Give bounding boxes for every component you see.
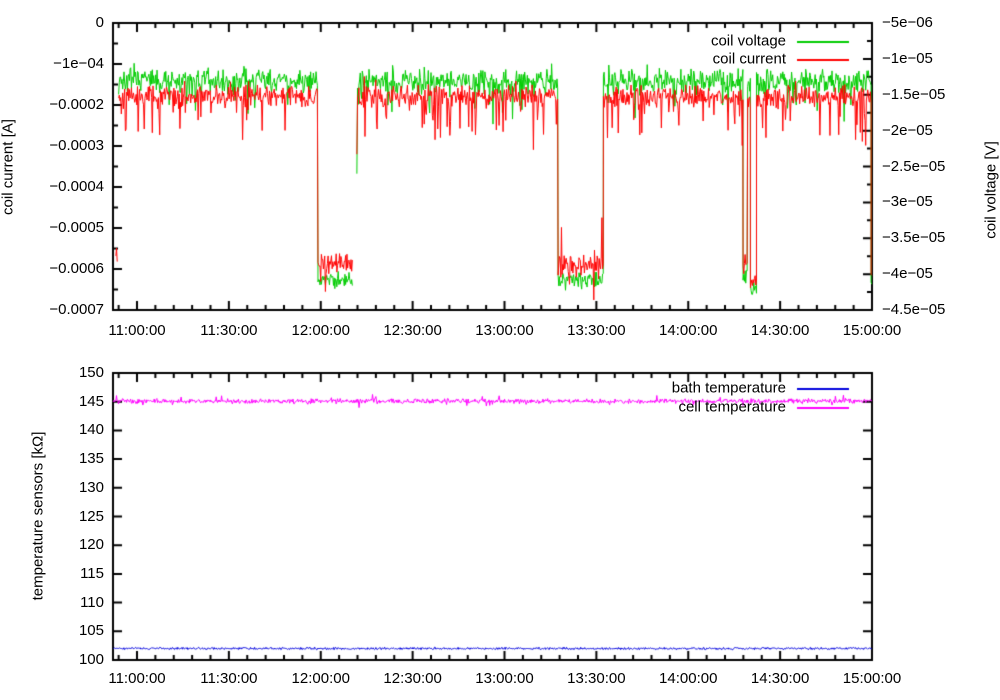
legend-label: coil voltage [710, 32, 786, 50]
y-left-tick-label: 0 [95, 14, 104, 31]
x-tick-label: 12:00:00 [291, 670, 350, 687]
x-tick-label: 13:00:00 [475, 670, 534, 687]
y-right-tick-label: −2e−05 [882, 121, 933, 139]
legend-label: cell temperature [678, 398, 786, 416]
y-left-tick-label: −1e−04 [53, 55, 104, 72]
x-tick-label: 11:30:00 [200, 670, 258, 687]
x-tick-label: 13:00:00 [475, 322, 534, 339]
y-axis-label-temperature-sensors: temperature sensors [kΩ] [29, 431, 47, 601]
y-left-tick-label: 115 [80, 564, 104, 582]
y-right-tick-label: −2.5e−05 [882, 157, 946, 175]
x-tick-label: 11:00:00 [108, 670, 166, 687]
y-right-tick-label: −4.5e−05 [882, 301, 946, 318]
y2-axis-label-coil-voltage: coil voltage [V] [982, 141, 1000, 239]
x-tick-label: 14:30:00 [750, 670, 810, 687]
y-axis-label-coil-current: coil current [A] [0, 119, 17, 215]
y-right-tick-label: −1.5e−05 [882, 85, 946, 103]
x-tick-label: 14:00:00 [659, 670, 718, 687]
x-tick-label: 11:00:00 [108, 322, 166, 339]
legend-label: coil current [712, 50, 786, 68]
y-left-tick-label: 140 [78, 421, 104, 439]
y-left-tick-label: 110 [80, 593, 104, 611]
x-tick-label: 13:30:00 [567, 322, 626, 339]
y-right-tick-label: −3.5e−05 [882, 229, 946, 247]
y-left-tick-label: −0.0002 [49, 96, 104, 113]
y-right-tick-label: −3e−05 [882, 193, 933, 211]
y-right-tick-label: −4e−05 [882, 265, 933, 283]
y-left-tick-label: −0.0007 [49, 301, 104, 318]
x-tick-label: 12:30:00 [383, 322, 442, 339]
y-left-tick-label: 120 [78, 536, 104, 554]
y-left-tick-label: −0.0006 [49, 260, 104, 277]
y-left-tick-label: 135 [78, 450, 104, 468]
y-left-tick-label: −0.0005 [49, 219, 104, 236]
x-tick-label: 15:00:00 [842, 670, 902, 687]
x-tick-label: 11:30:00 [200, 322, 258, 339]
y-left-tick-label: 125 [78, 507, 104, 525]
y-left-tick-label: 130 [78, 478, 104, 496]
x-tick-label: 14:00:00 [659, 322, 718, 339]
x-tick-label: 13:30:00 [567, 670, 626, 687]
x-tick-label: 12:00:00 [291, 322, 350, 339]
x-tick-label: 14:30:00 [750, 322, 810, 339]
y-left-tick-label: −0.0004 [49, 178, 104, 195]
x-tick-label: 12:30:00 [383, 670, 442, 687]
legend-label: bath temperature [671, 379, 786, 397]
y-left-tick-label: −0.0003 [49, 137, 104, 154]
y-left-tick-label: 105 [78, 622, 104, 640]
y-right-tick-label: −1e−05 [882, 49, 933, 67]
y-right-tick-label: −5e−06 [882, 14, 933, 31]
y-left-tick-label: 100 [78, 651, 104, 668]
y-left-tick-label: 150 [78, 364, 104, 381]
x-tick-label: 15:00:00 [842, 322, 902, 339]
y-left-tick-label: 145 [78, 392, 104, 410]
